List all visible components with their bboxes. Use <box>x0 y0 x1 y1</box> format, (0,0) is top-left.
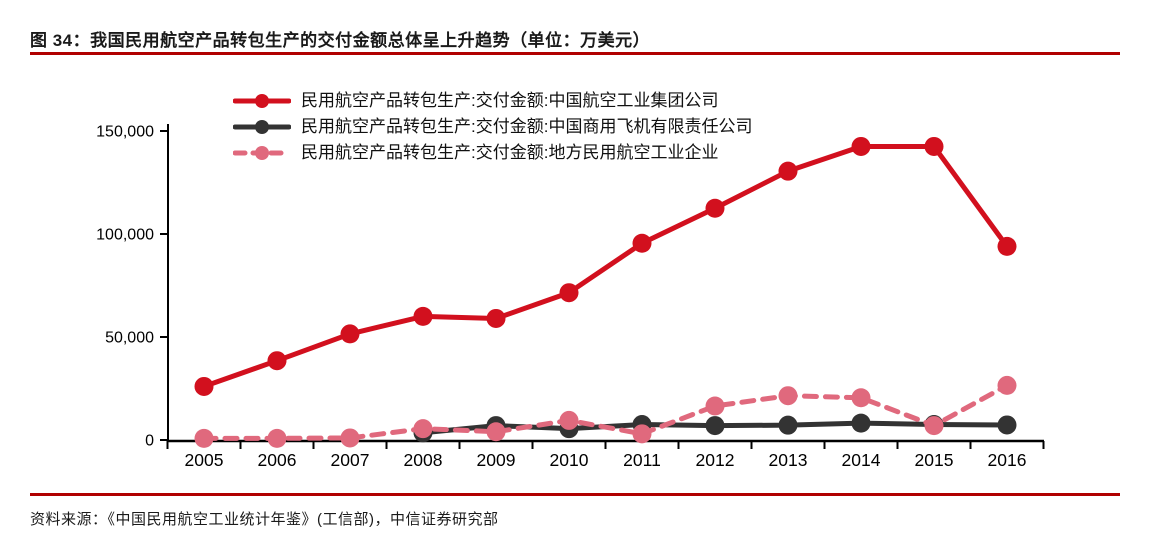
series-line-1 <box>420 420 1010 436</box>
legend-line-marker-icon <box>233 94 291 108</box>
x-axis-tick-label: 2016 <box>988 450 1027 470</box>
y-axis-tick-label: 50,000 <box>105 330 154 347</box>
series-marker-2 <box>413 419 433 439</box>
series-marker-2 <box>924 416 944 436</box>
series-marker-2 <box>705 396 725 416</box>
series-marker-0 <box>705 198 725 218</box>
legend-label: 民用航空产品转包生产:交付金额:地方民用航空工业企业 <box>301 143 719 162</box>
series-marker-0 <box>194 376 214 396</box>
series-marker-1 <box>851 413 871 433</box>
source-text: 资料来源：《中国民用航空工业统计年鉴》(工信部)，中信证券研究部 <box>30 511 499 528</box>
series-line-2 <box>201 382 1010 441</box>
x-axis-tick-label: 2015 <box>915 450 954 470</box>
legend-label: 民用航空产品转包生产:交付金额:中国商用飞机有限责任公司 <box>301 117 753 136</box>
chart-legend: 民用航空产品转包生产:交付金额:中国航空工业集团公司 民用航空产品转包生产:交付金… <box>233 88 752 166</box>
series-marker-0 <box>778 161 798 181</box>
series-marker-0 <box>924 136 944 156</box>
source-divider-rule <box>30 493 1120 496</box>
x-axis-tick-label: 2014 <box>842 450 881 470</box>
series-marker-0 <box>413 306 433 326</box>
series-marker-2 <box>559 410 579 430</box>
series-marker-1 <box>705 416 725 436</box>
series-marker-1 <box>778 415 798 435</box>
y-axis-tick-label: 0 <box>145 433 154 450</box>
x-axis-tick-label: 2005 <box>185 450 224 470</box>
series-marker-2 <box>778 386 798 406</box>
series-marker-1 <box>997 415 1017 435</box>
x-axis-tick-label: 2010 <box>550 450 589 470</box>
series-marker-0 <box>632 233 652 253</box>
legend-line-marker-icon <box>233 120 291 134</box>
legend-item-2: 民用航空产品转包生产:交付金额:地方民用航空工业企业 <box>233 140 752 166</box>
legend-line-marker-icon <box>233 146 291 160</box>
series-line-0 <box>201 143 1010 389</box>
series-marker-1 <box>413 423 433 443</box>
series-marker-2 <box>340 428 360 448</box>
series-marker-2 <box>267 428 287 448</box>
series-marker-2 <box>632 424 652 444</box>
y-axis-tick-label: 100,000 <box>96 227 154 244</box>
series-marker-1 <box>559 419 579 439</box>
x-axis-tick-label: 2011 <box>623 450 661 470</box>
series-marker-1 <box>486 416 506 436</box>
series-marker-0 <box>486 308 506 328</box>
x-axis-tick-label: 2013 <box>769 450 808 470</box>
figure-title: 图 34：我国民用航空产品转包生产的交付金额总体呈上升趋势（单位：万美元） <box>30 31 651 50</box>
series-marker-1 <box>632 415 652 435</box>
series-marker-0 <box>559 283 579 303</box>
x-axis-tick-label: 2007 <box>331 450 370 470</box>
x-axis-tick-label: 2006 <box>258 450 297 470</box>
series-marker-2 <box>851 388 871 408</box>
legend-label: 民用航空产品转包生产:交付金额:中国航空工业集团公司 <box>301 91 719 110</box>
series-marker-0 <box>267 351 287 371</box>
title-underline-rule <box>30 52 1120 55</box>
x-axis-tick-label: 2009 <box>477 450 516 470</box>
series-marker-2 <box>486 422 506 442</box>
legend-item-1: 民用航空产品转包生产:交付金额:中国商用飞机有限责任公司 <box>233 114 752 140</box>
series-marker-2 <box>194 428 214 448</box>
series-marker-2 <box>997 375 1017 395</box>
series-marker-0 <box>851 136 871 156</box>
x-axis-tick-label: 2012 <box>696 450 735 470</box>
series-marker-0 <box>997 236 1017 256</box>
series-marker-1 <box>924 415 944 435</box>
series-marker-0 <box>340 324 360 344</box>
y-axis-tick-label: 150,000 <box>96 124 154 141</box>
x-axis-tick-label: 2008 <box>404 450 443 470</box>
legend-item-0: 民用航空产品转包生产:交付金额:中国航空工业集团公司 <box>233 88 752 114</box>
